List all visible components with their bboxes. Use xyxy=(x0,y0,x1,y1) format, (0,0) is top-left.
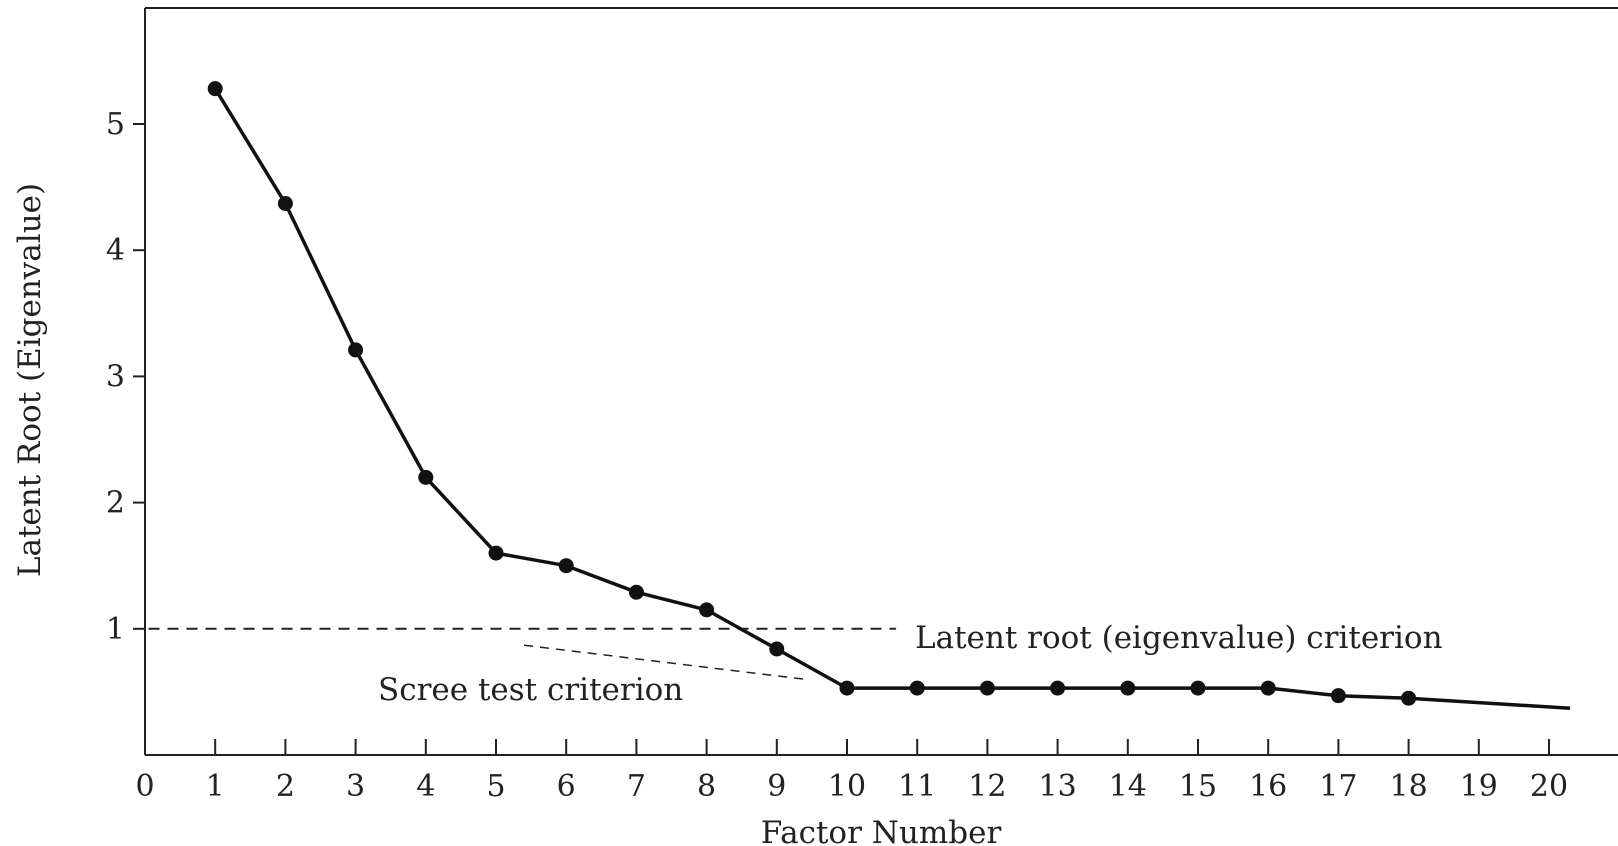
data-point xyxy=(488,545,504,561)
y-tick-label: 5 xyxy=(106,107,125,142)
y-tick-label: 3 xyxy=(106,359,125,394)
x-tick-label: 4 xyxy=(416,769,435,804)
y-tick-label: 4 xyxy=(106,233,125,268)
x-axis-ticks: 0 1 2 3 4 5 6 7 8 9 10 11 12 13 14 15 16 17 18 19 20 xyxy=(135,739,1568,804)
data-point xyxy=(558,558,574,574)
y-tick-label: 1 xyxy=(106,612,125,647)
data-point xyxy=(699,602,715,618)
y-axis-title: Latent Root (Eigenvalue) xyxy=(12,183,48,577)
data-point xyxy=(277,196,293,212)
data-point xyxy=(1401,690,1417,706)
x-tick-label: 11 xyxy=(898,769,936,804)
data-point xyxy=(979,680,995,696)
x-tick-label: 19 xyxy=(1460,769,1498,804)
data-point xyxy=(1120,680,1136,696)
x-tick-label: 7 xyxy=(627,769,646,804)
scree-test-criterion-label: Scree test criterion xyxy=(378,672,683,708)
x-tick-label: 16 xyxy=(1249,769,1287,804)
data-point xyxy=(348,342,364,358)
x-tick-label: 5 xyxy=(486,769,505,804)
x-tick-label: 10 xyxy=(828,769,866,804)
data-point xyxy=(1330,688,1346,704)
x-tick-label: 12 xyxy=(968,769,1006,804)
x-tick-label: 17 xyxy=(1319,769,1357,804)
reference-lines xyxy=(148,627,897,681)
x-tick-label: 13 xyxy=(1039,769,1077,804)
x-tick-label: 3 xyxy=(346,769,365,804)
x-tick-label: 1 xyxy=(206,769,225,804)
x-tick-label: 0 xyxy=(135,769,154,804)
data-point xyxy=(909,680,925,696)
data-point xyxy=(1190,680,1206,696)
data-point xyxy=(418,469,434,485)
x-tick-label: 6 xyxy=(557,769,576,804)
x-tick-label: 15 xyxy=(1179,769,1217,804)
data-point xyxy=(1050,680,1066,696)
eigenvalue-points xyxy=(207,81,1417,706)
x-tick-label: 14 xyxy=(1109,769,1147,804)
plot-frame xyxy=(144,7,1618,756)
data-point xyxy=(628,584,644,600)
x-tick-label: 18 xyxy=(1390,769,1428,804)
data-point xyxy=(1260,680,1276,696)
data-point xyxy=(839,680,855,696)
y-tick-label: 2 xyxy=(106,486,125,521)
x-axis-title: Factor Number xyxy=(761,815,1002,846)
latent-root-criterion-label: Latent root (eigenvalue) criterion xyxy=(915,620,1443,656)
y-axis-ticks: 1 2 3 4 5 xyxy=(106,107,145,647)
x-tick-label: 8 xyxy=(697,769,716,804)
eigenvalue-series-line xyxy=(213,87,1571,711)
x-tick-label: 9 xyxy=(767,769,786,804)
data-point xyxy=(769,641,785,657)
x-tick-label: 20 xyxy=(1530,769,1568,804)
data-point xyxy=(207,81,223,97)
x-tick-label: 2 xyxy=(276,769,295,804)
